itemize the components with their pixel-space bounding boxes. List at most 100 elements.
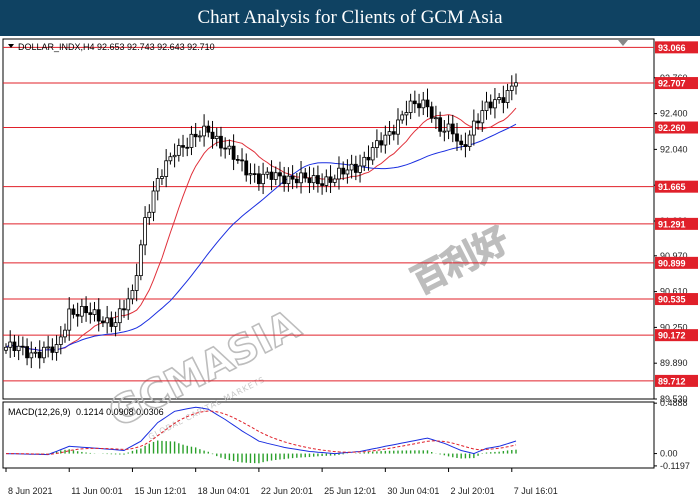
- candle-body: [113, 322, 118, 327]
- candle-body: [168, 156, 173, 162]
- level-label-box: [655, 180, 698, 193]
- candle-body: [155, 178, 160, 192]
- candle-body: [63, 329, 67, 338]
- candle-body: [105, 317, 110, 324]
- candle-body: [286, 175, 291, 185]
- level-label: 92.260: [658, 123, 686, 133]
- macd-title: MACD(12,26,9) 0.1214 0.0908 0.0306: [8, 407, 164, 417]
- candle-body: [96, 309, 101, 322]
- candle-body: [235, 159, 240, 161]
- candle-body: [509, 85, 514, 91]
- time-tick-label: 2 Jul 20:01: [451, 486, 495, 496]
- candle-body: [261, 173, 266, 185]
- candle-body: [160, 176, 164, 179]
- candle-body: [202, 125, 206, 137]
- candle-body: [324, 176, 329, 186]
- candle-body: [164, 160, 169, 177]
- candle-body: [223, 147, 228, 150]
- candle-body: [46, 346, 51, 349]
- candle-body: [244, 160, 249, 176]
- candle-body: [387, 131, 392, 136]
- candle-body: [375, 140, 379, 148]
- candle-body: [349, 163, 354, 171]
- candle-body: [505, 90, 510, 103]
- candle-body: [362, 156, 367, 167]
- candle-body: [480, 110, 485, 124]
- level-labels: 93.066 92.707 92.260 91.665 91.291 90.899 90.5…: [655, 41, 698, 387]
- candle-body: [50, 346, 55, 353]
- time-tick-label: 8 Jun 2021: [8, 486, 53, 496]
- candle-body: [197, 135, 202, 138]
- candle-body: [181, 145, 185, 148]
- time-tick-label: 30 Jun 04:01: [387, 486, 439, 496]
- level-label-box: [655, 217, 698, 230]
- candle-body: [231, 145, 236, 160]
- candle-body: [210, 131, 215, 139]
- candle-body: [138, 244, 143, 277]
- candle-body: [101, 320, 105, 324]
- level-label: 92.707: [658, 79, 686, 89]
- candle-body: [278, 172, 282, 177]
- candle-body: [417, 103, 421, 109]
- candle-body: [134, 275, 139, 291]
- candle-body: [71, 308, 76, 315]
- macd-tick-label: -0.1197: [660, 461, 690, 471]
- candle-body: [370, 147, 375, 161]
- candle-body: [434, 117, 438, 120]
- level-label-box: [655, 77, 698, 90]
- candle-body: [450, 123, 455, 135]
- candle-body: [185, 146, 190, 149]
- candle-body: [471, 120, 476, 136]
- candle-body: [273, 172, 278, 180]
- candle-body: [151, 190, 156, 213]
- candle-body: [429, 106, 434, 119]
- candle-body: [122, 308, 126, 311]
- time-tick-label: 7 Jul 16:01: [514, 486, 558, 496]
- candle-body: [92, 309, 97, 315]
- time-axis: 8 Jun 2021 11 Jun 00:01 15 Jun 12:01 18 Jun…: [5, 468, 558, 496]
- time-tick-label: 18 Jun 04:01: [198, 486, 250, 496]
- candle-body: [88, 312, 93, 315]
- candle-body: [391, 131, 396, 135]
- candle-body: [79, 305, 84, 317]
- price-tick-label: 90.250: [660, 322, 688, 332]
- candle-body: [147, 211, 152, 218]
- price-tick-label: 90.970: [660, 251, 688, 261]
- candle-body: [54, 344, 59, 353]
- candle-body: [425, 99, 430, 108]
- level-label-box: [655, 41, 698, 54]
- candle-body: [67, 308, 72, 331]
- candle-body: [303, 172, 308, 179]
- candle-body: [438, 117, 443, 132]
- candle-body: [130, 290, 135, 300]
- candle-body: [383, 134, 388, 146]
- candle-body: [269, 171, 274, 180]
- candle-body: [332, 178, 337, 183]
- candle-body: [337, 167, 341, 180]
- shift-marker-icon: [618, 40, 628, 46]
- candle-body: [12, 341, 17, 352]
- candle-body: [84, 305, 88, 314]
- candle-body: [353, 163, 358, 173]
- macd-values: 0.1214 0.0908 0.0306: [76, 407, 164, 417]
- candle-body: [256, 173, 261, 185]
- candle-body: [446, 123, 451, 132]
- price-tick-label: 89.890: [660, 358, 688, 368]
- candle-body: [345, 169, 350, 175]
- candle-body: [290, 175, 295, 180]
- level-label: 91.665: [658, 182, 686, 192]
- candle-body: [299, 172, 303, 184]
- candle-body: [501, 97, 506, 103]
- time-tick-label: 22 Jun 20:01: [261, 486, 313, 496]
- candle-body: [358, 165, 362, 173]
- symbol-dropdown-icon: [8, 44, 14, 48]
- candle-body: [193, 133, 198, 138]
- macd-tick-label: 0.4888: [660, 398, 688, 408]
- candle-body: [514, 82, 518, 87]
- candles: [4, 73, 518, 369]
- price-panel: [2, 38, 655, 400]
- level-label: 90.535: [658, 295, 686, 305]
- candle-body: [476, 120, 480, 124]
- time-tick-label: 11 Jun 00:01: [71, 486, 122, 496]
- macd-tick-label: 0.00: [660, 449, 678, 459]
